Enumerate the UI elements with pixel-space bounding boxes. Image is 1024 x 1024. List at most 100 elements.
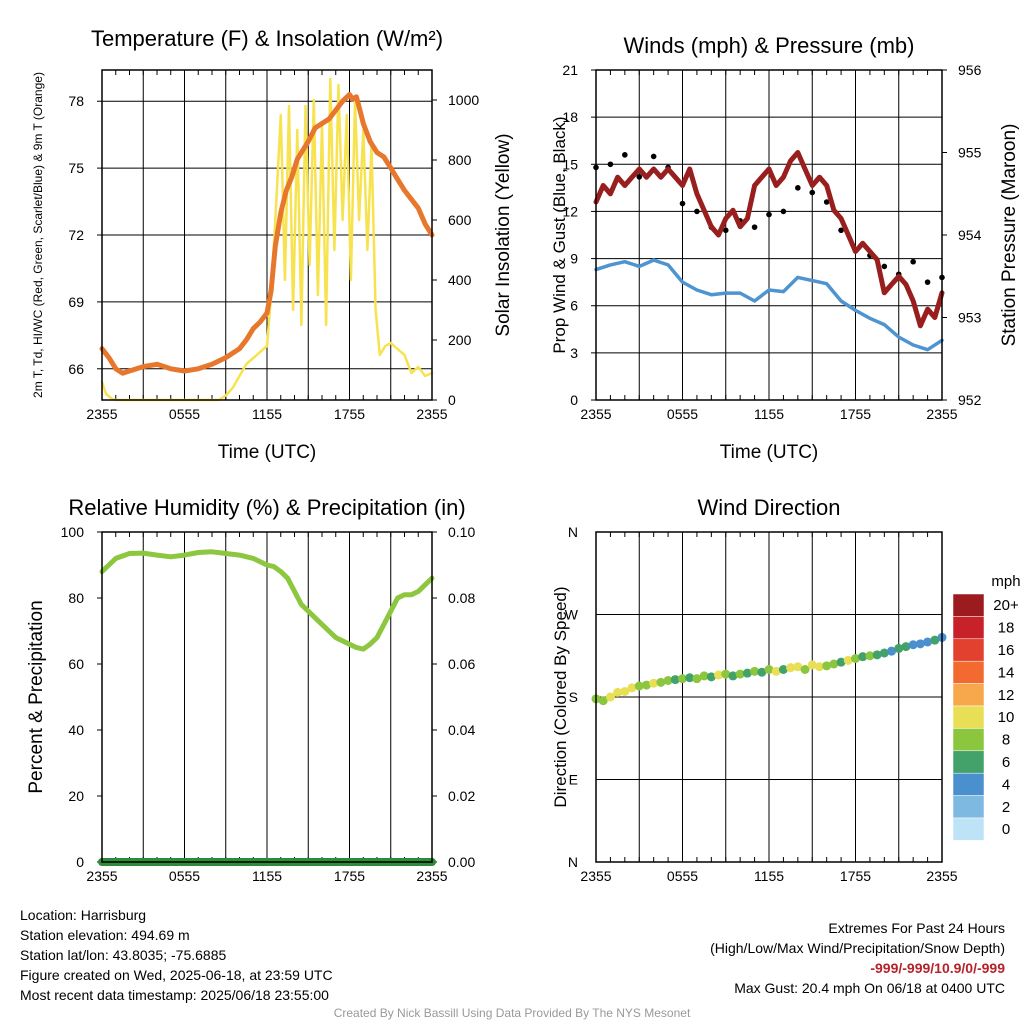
direction-point <box>915 639 925 649</box>
direction-point <box>778 665 788 674</box>
direction-tick-label: E <box>569 772 578 788</box>
x-tick-label: 0555 <box>667 868 698 884</box>
y2-axis-label: Station Pressure (Maroon) <box>999 124 1020 347</box>
direction-tick-label: N <box>568 524 578 540</box>
x-tick-label: 1155 <box>754 868 784 884</box>
y2-tick-label: 952 <box>958 392 982 408</box>
direction-point <box>656 677 666 687</box>
y-tick-label: 69 <box>68 294 84 310</box>
direction-point <box>822 661 832 671</box>
x-tick-label: 2355 <box>580 406 611 422</box>
direction-point <box>692 674 702 684</box>
y2-tick-label: 600 <box>448 212 472 228</box>
direction-point <box>721 669 731 679</box>
y2-tick-label: 1000 <box>448 92 479 108</box>
direction-point <box>836 657 846 667</box>
direction-point <box>750 666 760 676</box>
direction-point <box>714 670 724 680</box>
direction-point <box>663 676 673 685</box>
direction-point <box>865 651 875 661</box>
x-tick-label: 2355 <box>416 406 447 422</box>
y2-tick-label: 800 <box>448 152 472 168</box>
y-tick-label: 9 <box>570 251 578 267</box>
y2-axis-label: Solar Insolation (Yellow) <box>493 133 514 336</box>
chart-title: Winds (mph) & Pressure (mb) <box>624 33 915 58</box>
direction-point <box>829 659 839 669</box>
pressure-line <box>593 150 945 329</box>
legend-swatch <box>952 795 985 819</box>
gust-point <box>924 279 931 285</box>
legend-swatch <box>952 593 985 617</box>
chart-title: Relative Humidity (%) & Precipitation (i… <box>68 495 465 520</box>
y-tick-label: 100 <box>61 524 85 540</box>
y-tick-label: 80 <box>68 590 84 606</box>
direction-point <box>634 681 644 691</box>
y2-tick-label: 200 <box>448 332 472 348</box>
x-tick-label: 0555 <box>169 868 200 884</box>
direction-tick-label: W <box>565 607 579 623</box>
gust-point <box>838 227 844 234</box>
legend-label: 20+ <box>993 597 1019 614</box>
x-tick-label: 2355 <box>416 868 447 884</box>
direction-point <box>858 652 868 662</box>
direction-point <box>685 673 695 683</box>
created-text: Figure created on Wed, 2025-06-18, at 23… <box>20 967 333 983</box>
direction-point <box>793 662 803 672</box>
direction-point <box>764 665 774 674</box>
y-tick-label: 40 <box>68 722 84 738</box>
legend-label: 2 <box>1002 799 1010 816</box>
direction-point <box>814 662 824 672</box>
x-tick-label: 2355 <box>86 406 117 422</box>
direction-point <box>923 637 933 647</box>
legend-label: 10 <box>998 709 1015 726</box>
x-tick-label: 1755 <box>334 406 365 422</box>
gust-point <box>910 258 916 265</box>
y-tick-label: 78 <box>68 93 84 109</box>
legend-swatch <box>952 616 985 640</box>
gust-point <box>607 161 614 168</box>
y-tick-label: 0 <box>76 854 84 870</box>
direction-point <box>851 654 860 663</box>
direction-point <box>901 642 911 652</box>
direction-point <box>706 672 716 682</box>
y-tick-label: 3 <box>570 345 578 361</box>
direction-point <box>908 640 918 650</box>
direction-point <box>735 669 745 679</box>
y2-tick-label: 955 <box>958 145 982 161</box>
direction-point <box>728 671 738 681</box>
x-tick-label: 1155 <box>252 868 282 884</box>
y-axis-label: 2m T, Td, HI/WC (Red, Green, Scarlet/Blu… <box>31 72 45 398</box>
temperature-insolation-panel: 2355 0555 1155 1755 2355 Time (UTC) Temperatur… <box>31 26 514 463</box>
direction-point <box>800 665 810 674</box>
y-axis-label: Direction (Colored By Speed) <box>551 586 570 807</box>
plot-border <box>101 531 433 863</box>
direction-point <box>605 692 615 702</box>
y2-tick-label: 956 <box>958 62 982 78</box>
direction-point <box>670 675 680 685</box>
direction-point <box>887 646 897 656</box>
x-tick-label: 0555 <box>169 406 200 422</box>
y-tick-label: 18 <box>562 109 578 125</box>
y2-tick-label: 400 <box>448 272 472 288</box>
direction-point <box>807 660 817 670</box>
x-tick-label: 2355 <box>926 868 957 884</box>
legend-swatch <box>952 750 985 774</box>
y2-tick-label: 0.00 <box>448 854 475 870</box>
gust-point <box>809 189 816 196</box>
legend-swatch <box>952 638 985 662</box>
y2-tick-label: 0.06 <box>448 656 475 672</box>
direction-point <box>894 643 904 653</box>
direction-point <box>771 666 781 676</box>
direction-point <box>678 674 687 684</box>
extremes-info: Extremes For Past 24 Hours (High/Low/Max… <box>710 918 1005 998</box>
direction-point <box>627 683 637 693</box>
elevation-text: Station elevation: 494.69 m <box>20 927 190 943</box>
y-tick-label: 66 <box>68 361 84 377</box>
y-tick-label: 0 <box>570 392 578 408</box>
wind-direction-panel: 2355 0555 1155 1755 2355 Wind Direction N E S W N D… <box>551 495 1021 884</box>
direction-point <box>930 635 940 645</box>
humidity-precipitation-panel: 2355 0555 1155 1755 2355 Relative Humidity (%… <box>26 495 475 884</box>
y2-tick-label: 0.04 <box>448 722 475 738</box>
prop-wind-line <box>594 258 944 352</box>
y-tick-label: 75 <box>68 160 84 176</box>
